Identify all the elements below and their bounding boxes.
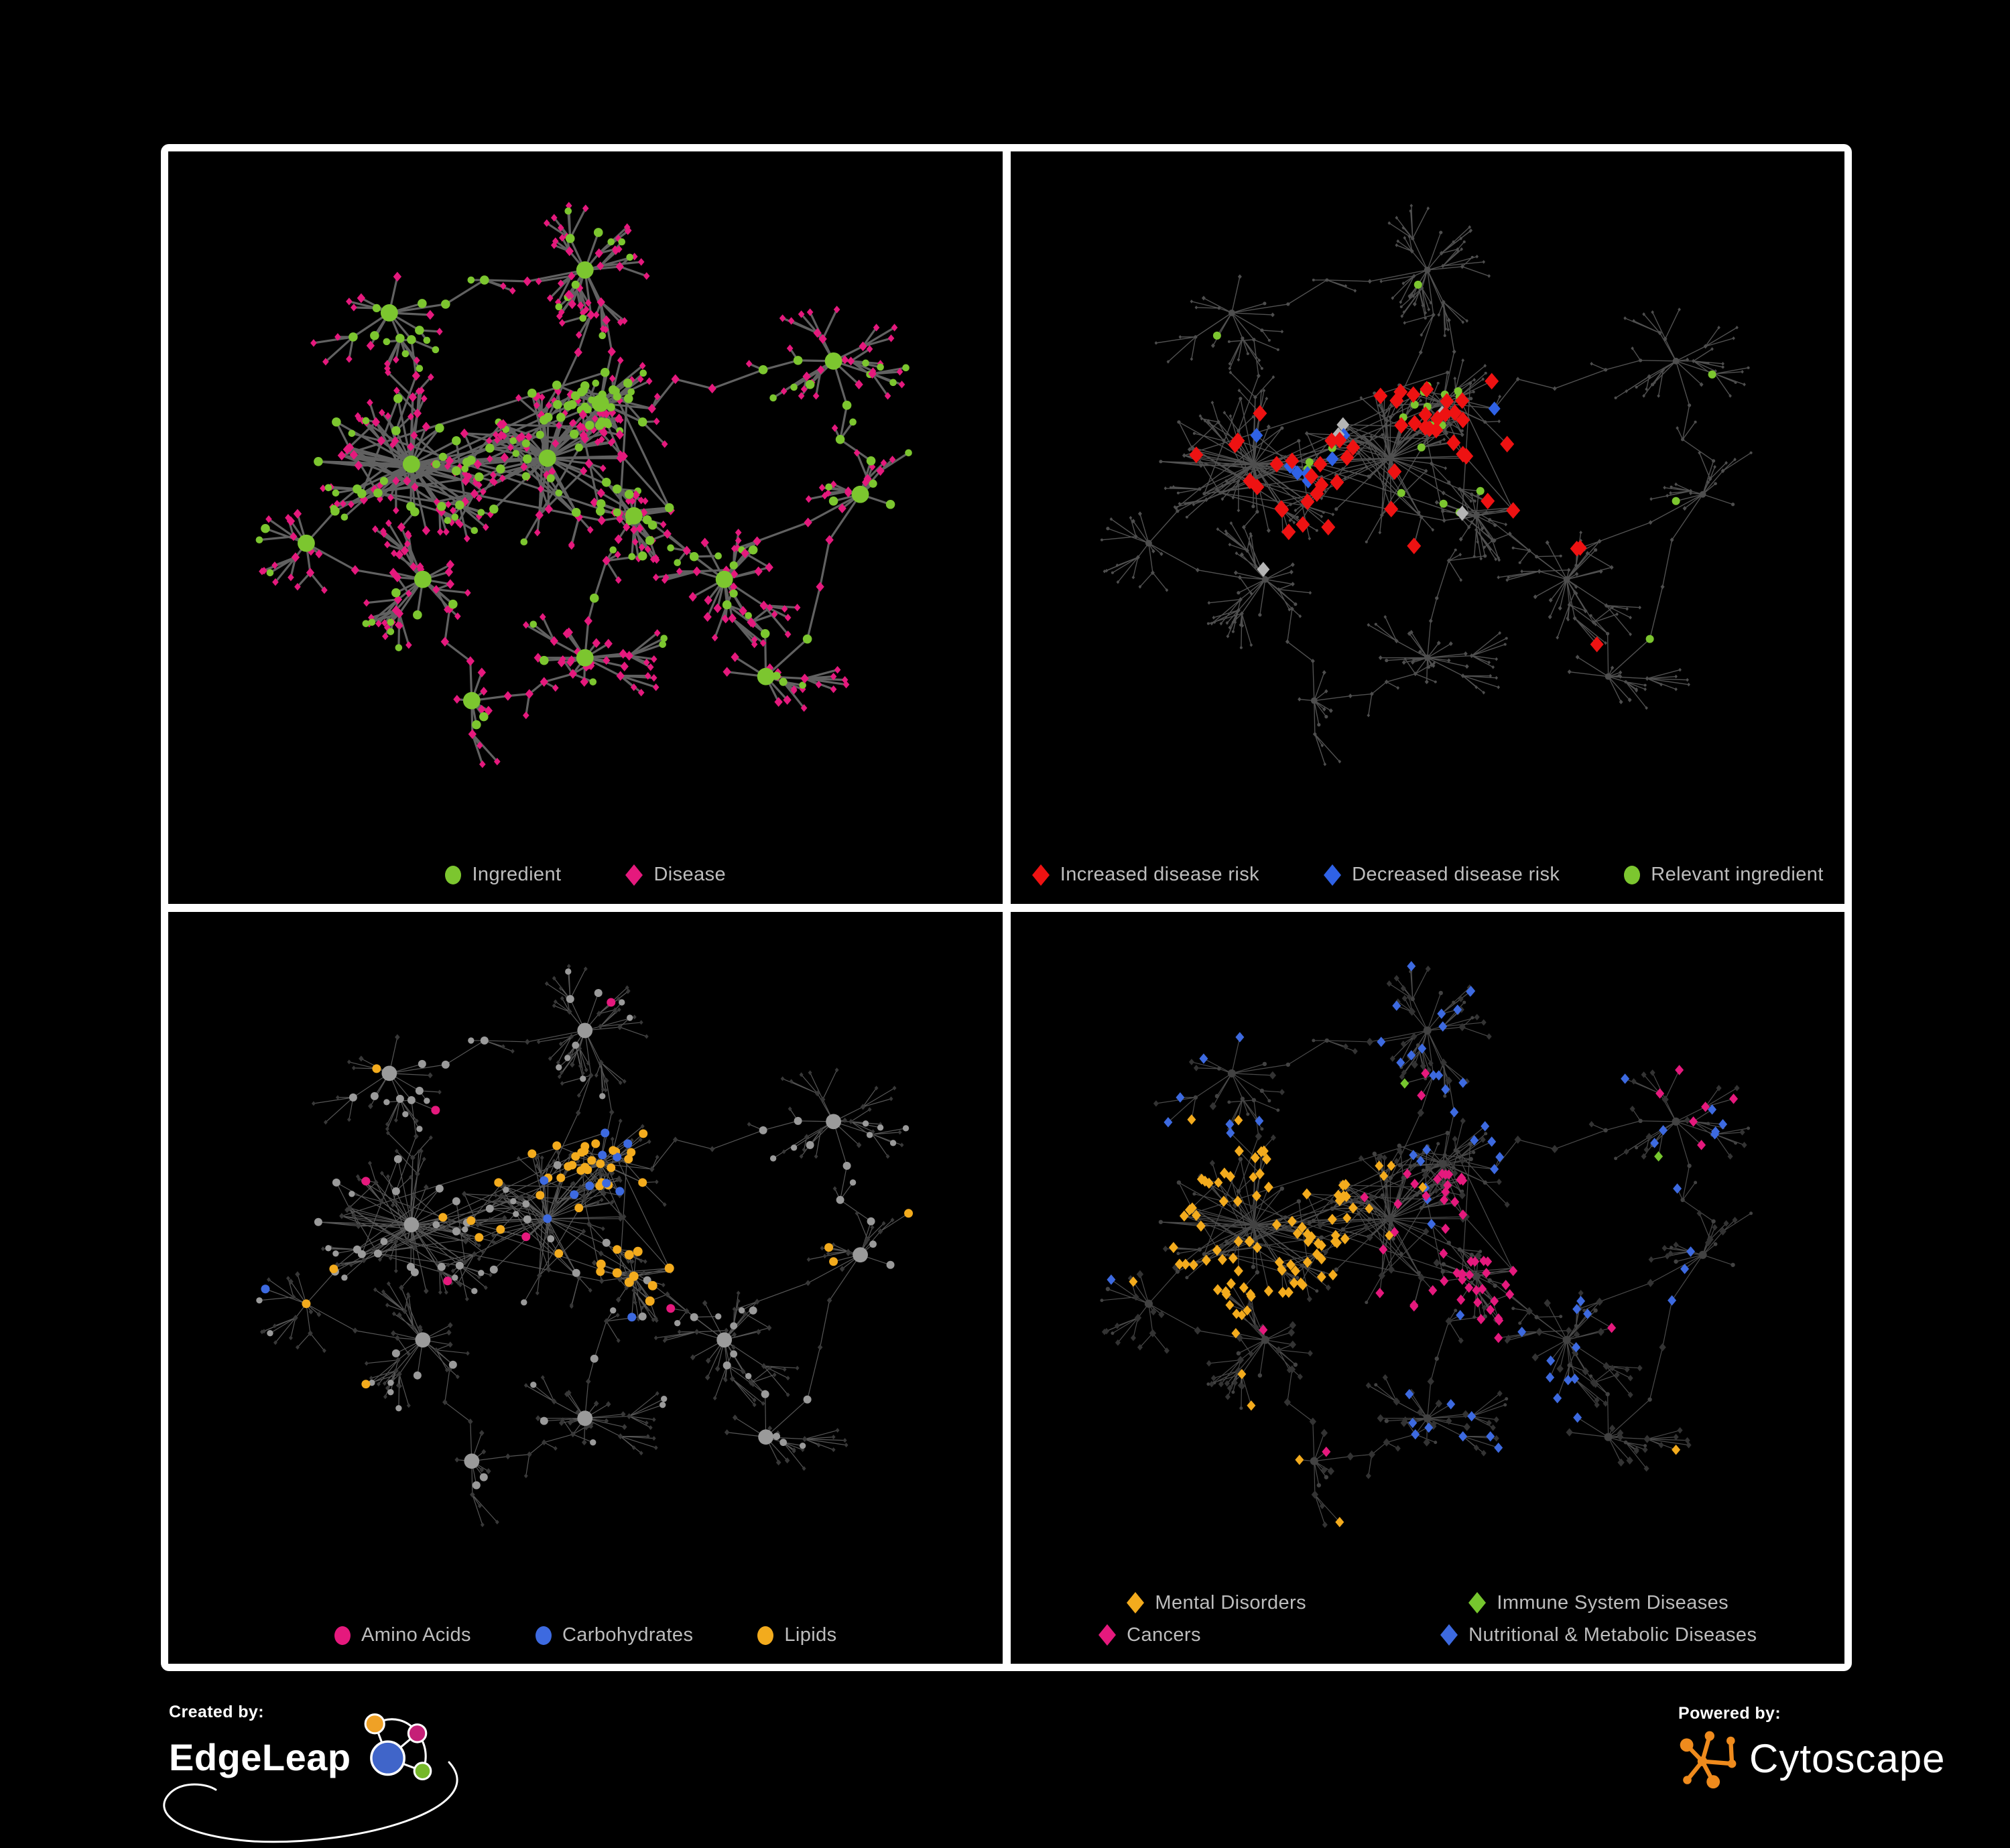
network-graph-ingredient-disease — [255, 202, 912, 769]
panel-nutrient-classes: Amino Acids Carbohydrates Lipids — [168, 911, 1003, 1664]
network-graph-disease-classes — [1099, 960, 1753, 1528]
cytoscape-wordmark: Cytoscape — [1749, 1736, 1946, 1781]
panel-disease-risk: Increased disease risk Decreased disease … — [1010, 151, 1844, 904]
panel-ingredient-disease: Ingredient Disease — [168, 151, 1003, 904]
panel-disease-classes: Mental Disorders Immune System Diseases Ca… — [1010, 911, 1844, 1664]
cytoscape-credit: Powered by: — [1678, 1704, 1945, 1789]
edgeleap-logo-icon — [364, 1713, 432, 1781]
created-by-label: Created by: — [169, 1703, 264, 1721]
cytoscape-logo-icon — [1680, 1731, 1737, 1789]
network-graph-nutrient-classes — [256, 963, 914, 1527]
cytoscape-brand-row: Cytoscape — [1678, 1729, 1945, 1789]
panel-grid: Ingredient Disease Increased disease risk… — [161, 144, 1852, 1671]
edgeleap-brand-row: EdgeLeap — [163, 1713, 544, 1843]
edgeleap-wordmark: EdgeLeap — [169, 1736, 351, 1779]
network-graph-disease-risk — [1100, 204, 1753, 767]
edgeleap-credit: Created by: EdgeLeap — [163, 1703, 544, 1843]
powered-by-label: Powered by: — [1678, 1704, 1781, 1723]
